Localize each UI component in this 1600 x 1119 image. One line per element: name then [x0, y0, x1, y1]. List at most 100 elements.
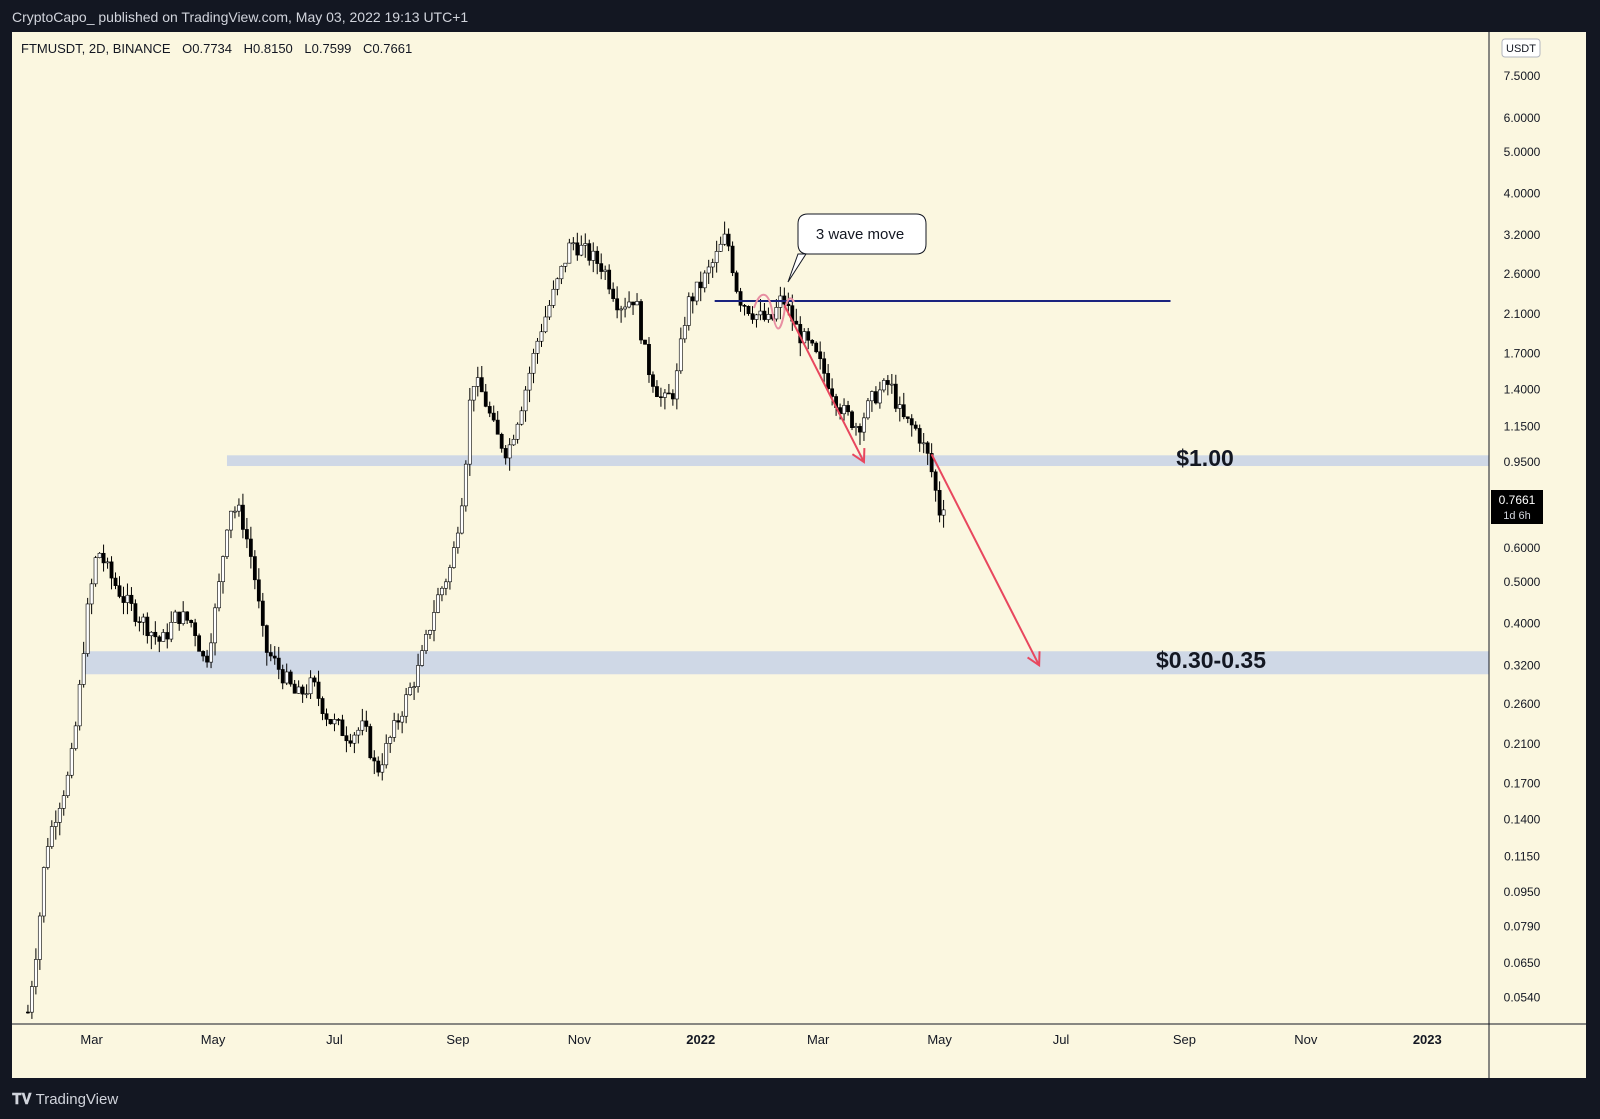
candle-body — [316, 681, 321, 699]
candle-body — [842, 405, 846, 415]
time-tick: Nov — [568, 1032, 592, 1047]
candle-body — [364, 720, 369, 727]
currency-badge[interactable]: USDT — [1501, 38, 1541, 58]
candle-body — [726, 233, 731, 247]
symbol-legend[interactable]: FTMUSDT, 2D, BINANCE O0.7734 H0.8150 L0.… — [21, 41, 420, 56]
candle-body — [471, 386, 476, 401]
candle-body — [105, 561, 110, 564]
candle-body — [527, 372, 532, 391]
candle-body — [706, 266, 711, 274]
candle-body — [89, 583, 94, 605]
candle-body — [213, 607, 217, 644]
candle-body — [328, 719, 333, 725]
candle-body — [420, 650, 424, 666]
candle-body — [635, 301, 639, 306]
candle-body — [523, 389, 528, 412]
candle-body — [304, 693, 309, 696]
candle-body — [141, 616, 146, 623]
candle-body — [623, 306, 627, 310]
candle-body — [221, 556, 225, 583]
forecast-arrow[interactable] — [930, 453, 1041, 666]
candle-body — [663, 392, 667, 398]
candle-body — [173, 611, 178, 623]
candle-body — [241, 504, 245, 530]
candle-body — [818, 351, 823, 360]
candle-body — [252, 556, 257, 581]
support-zones — [83, 455, 1490, 675]
callout-bubble[interactable]: 3 wave move — [787, 213, 927, 283]
candle-body — [459, 505, 464, 534]
price-tick: 3.2000 — [1504, 228, 1541, 242]
price-tick: 0.0950 — [1504, 885, 1541, 899]
candle-body — [336, 719, 341, 721]
candle-body — [547, 305, 552, 318]
candle-body — [455, 532, 460, 548]
candle-body — [862, 417, 866, 433]
price-axis[interactable]: 7.5000 6.0000 5.0000 4.0000 3.2000 2.6000 2.10… — [1504, 69, 1541, 1004]
candle-body — [495, 419, 500, 435]
candle-body — [571, 242, 576, 245]
candle-body — [921, 442, 926, 445]
time-tick: 2022 — [686, 1032, 715, 1047]
price-tick: 2.1000 — [1504, 307, 1541, 321]
candle-body — [77, 684, 82, 727]
candle-body — [284, 671, 289, 684]
candle-body — [181, 611, 186, 624]
candle-body — [698, 281, 703, 289]
candle-body — [85, 603, 90, 654]
candle-body — [858, 426, 862, 433]
candle-body — [611, 288, 616, 299]
candle-body — [129, 594, 134, 604]
candle-body — [69, 748, 74, 776]
candle-body — [515, 423, 520, 440]
candle-body — [814, 342, 819, 353]
time-axis[interactable]: Mar May Jul Sep Nov 2022 Mar May Jul Sep Nov 2023 — [80, 1032, 1441, 1047]
candle-body — [535, 340, 540, 354]
candle-body — [65, 774, 70, 796]
candle-body — [388, 737, 393, 744]
candle-body — [742, 305, 747, 307]
candle-body — [591, 250, 596, 261]
candle-body — [830, 388, 835, 397]
tradingview-logo[interactable]: 𝐓𝐕 TradingView — [12, 1091, 118, 1108]
tv-logo-icon: 𝐓𝐕 — [12, 1091, 32, 1108]
candle-body — [479, 377, 484, 393]
price-tick: 0.0540 — [1504, 991, 1541, 1005]
chart-panel[interactable]: 3 wave move $1.00 $0.30-0.35 7.5000 6.000… — [12, 32, 1586, 1078]
ohlc-high: H0.8150 — [243, 41, 293, 56]
candle-body — [579, 244, 584, 256]
candle-body — [511, 438, 516, 446]
candle-body — [826, 373, 831, 390]
candle-body — [854, 426, 858, 429]
candle-body — [893, 383, 898, 409]
price-tick: 0.2600 — [1504, 697, 1541, 711]
candle-body — [758, 310, 763, 316]
level-label-2: $0.30-0.35 — [1156, 647, 1266, 673]
price-chart[interactable]: 3 wave move $1.00 $0.30-0.35 7.5000 6.000… — [12, 32, 1586, 1078]
brand-name: TradingView — [35, 1091, 119, 1108]
candle-body — [941, 509, 946, 516]
price-tick: 0.2100 — [1504, 737, 1541, 751]
candle-body — [424, 634, 428, 651]
arrow-head — [851, 448, 866, 464]
time-tick: May — [201, 1032, 226, 1047]
time-tick: Mar — [807, 1032, 830, 1047]
candle-body — [225, 529, 229, 557]
candle-body — [408, 687, 413, 696]
candle-body — [404, 694, 409, 717]
candle-body — [937, 490, 942, 516]
forecast-arrow[interactable] — [783, 304, 865, 463]
candle-body — [436, 594, 440, 613]
candle-body — [639, 301, 643, 341]
price-tick: 0.5000 — [1504, 575, 1541, 589]
time-tick: Mar — [80, 1032, 103, 1047]
candle-body — [117, 585, 122, 597]
candle-body — [925, 442, 930, 454]
time-tick: 2023 — [1413, 1032, 1442, 1047]
candle-body — [292, 683, 297, 694]
time-tick: Sep — [1173, 1032, 1196, 1047]
candle-body — [312, 677, 317, 683]
candle-body — [53, 822, 58, 827]
candle-body — [392, 720, 397, 738]
candle-body — [260, 600, 265, 626]
